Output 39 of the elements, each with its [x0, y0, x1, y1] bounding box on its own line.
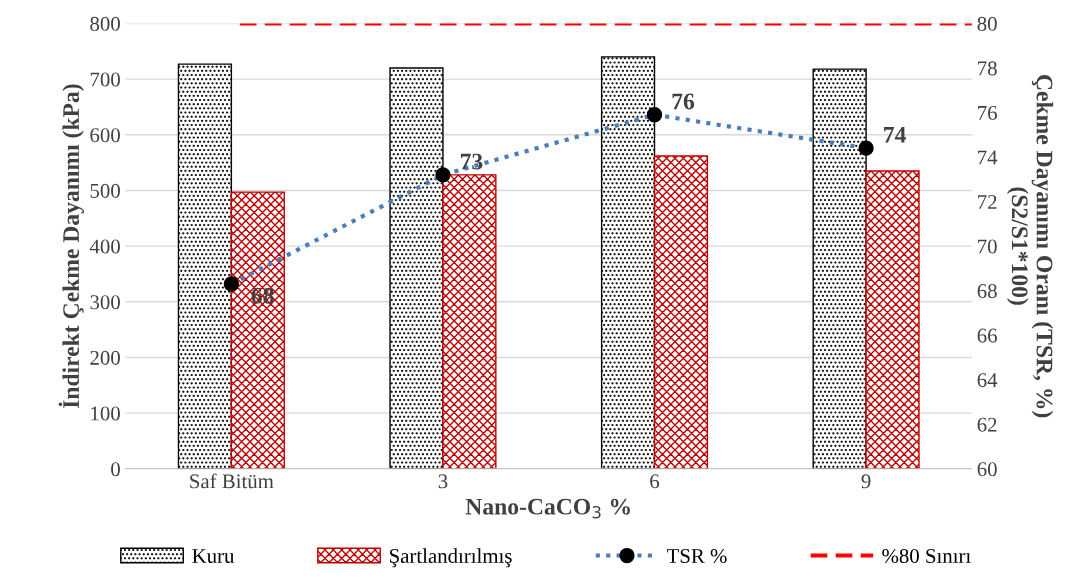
- x-axis-title: Nano-CaCO$_{3}$ %: [465, 498, 630, 519]
- y2-tick-label: 68: [977, 284, 997, 299]
- x-tick-label: 6: [650, 474, 660, 489]
- y2-tick-label: 80: [977, 16, 997, 31]
- y-tick-label: 400: [89, 239, 120, 254]
- y-tick-label: 0: [111, 462, 120, 477]
- bar: [230, 191, 285, 469]
- y2-tick-label: 60: [977, 462, 997, 477]
- x-tick-label: 9: [861, 474, 871, 489]
- y2-tick-label: 78: [978, 61, 997, 76]
- data-label: 68: [251, 287, 274, 304]
- bar: [865, 170, 920, 469]
- y2-tick-label: 64: [977, 373, 998, 388]
- legend-label: Kuru: [192, 549, 235, 564]
- y-tick-label: 100: [91, 406, 120, 421]
- x-tick-label: 3: [438, 474, 448, 489]
- y2-tick-label: 62: [977, 417, 997, 432]
- bar: [442, 174, 497, 469]
- y-axis-title: İndirekt Çekme Dayanımı (kPa): [58, 84, 84, 409]
- legend-label: %80 Sınırı: [882, 548, 971, 564]
- bar: [653, 155, 709, 469]
- y2-tick-label: 76: [978, 105, 997, 120]
- legend-label: TSR %: [666, 548, 727, 564]
- data-label: 76: [672, 93, 695, 110]
- y-tick-label: 500: [90, 183, 120, 198]
- y2-tick-label: 74: [978, 150, 998, 165]
- y-tick-label: 800: [90, 16, 120, 31]
- x-tick-label: Saf Bitüm: [190, 473, 274, 489]
- y-tick-label: 300: [90, 295, 120, 310]
- y-tick-label: 700: [90, 72, 120, 87]
- data-label: 73: [460, 153, 483, 170]
- y2-tick-label: 72: [978, 195, 997, 209]
- data-label: 74: [884, 127, 906, 143]
- y2-tick-label: 66: [977, 328, 997, 343]
- y-tick-label: 200: [90, 350, 120, 365]
- y2-tick-label: 70: [978, 239, 997, 254]
- legend-label: Şartlandırılmış: [389, 548, 512, 568]
- y-tick-label: 600: [90, 128, 120, 143]
- y2-axis-title: Çekme Dayanımı Oranı (TSR, %) (S2/S1*100): [1006, 75, 1054, 418]
